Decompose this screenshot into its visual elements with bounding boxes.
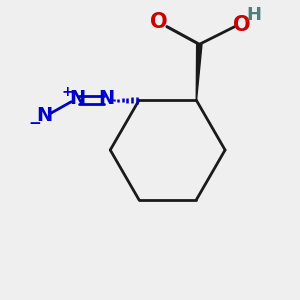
Text: O: O xyxy=(150,12,167,32)
Text: O: O xyxy=(233,15,251,35)
Text: H: H xyxy=(246,6,261,24)
Polygon shape xyxy=(196,44,202,100)
Text: N: N xyxy=(69,89,85,108)
Text: −: − xyxy=(28,116,41,131)
Text: +: + xyxy=(61,85,73,99)
Text: N: N xyxy=(98,89,115,108)
Text: N: N xyxy=(37,106,53,125)
